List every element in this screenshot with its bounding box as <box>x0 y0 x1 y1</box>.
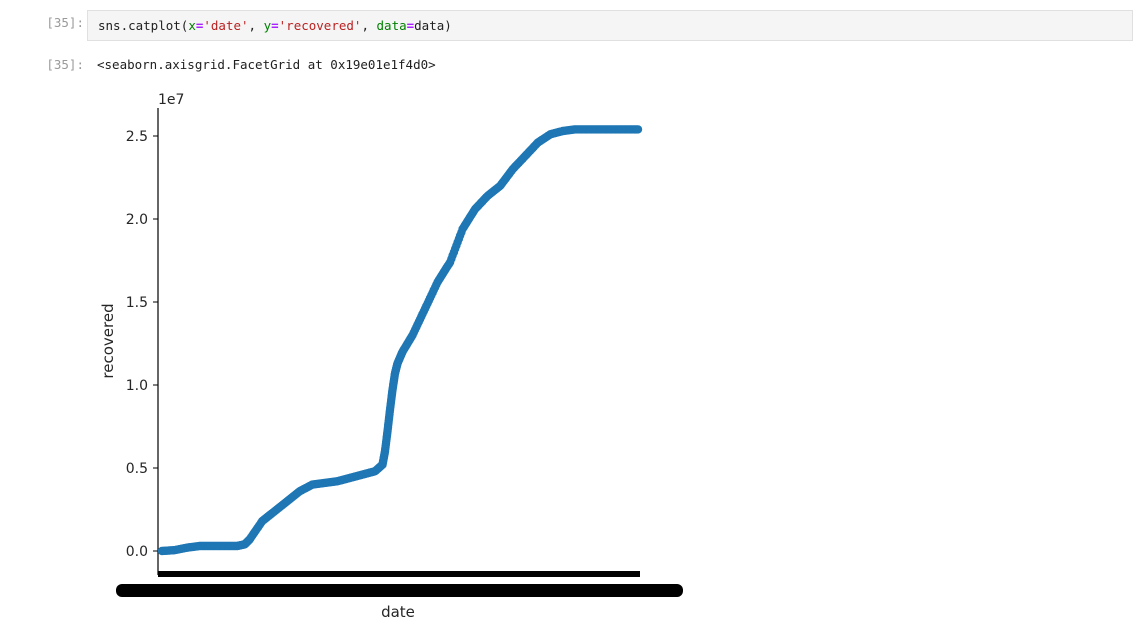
code-call: sns.catplot( <box>98 18 189 33</box>
data-point <box>633 125 643 134</box>
code-equals-2: = <box>271 18 279 33</box>
x-axis-label: date <box>381 603 415 621</box>
code-equals-1: = <box>195 18 204 33</box>
code-y-value: 'recovered' <box>278 18 362 33</box>
code-data-value: data <box>414 18 445 33</box>
y-tick-label: 1.5 <box>126 295 148 311</box>
code-separator-2: , <box>361 18 377 33</box>
code-close-paren: ) <box>444 18 452 33</box>
x-axis-ticks-band <box>158 571 640 577</box>
y-tick-label: 0.5 <box>126 461 148 477</box>
y-offset-label: 1e7 <box>158 92 184 108</box>
y-tick-label: 1.0 <box>126 378 148 394</box>
y-tick-label: 0.0 <box>126 544 148 560</box>
y-axis-label: recovered <box>99 303 117 378</box>
code-y-keyword: y <box>263 18 272 33</box>
code-x-keyword: x <box>188 18 196 33</box>
output-prompt: [35]: <box>46 57 84 72</box>
x-tick-labels-overlap <box>116 584 683 597</box>
y-axis: 0.0 0.5 1.0 1.5 2.0 2.5 <box>126 108 159 575</box>
input-prompt: [35]: <box>46 15 84 30</box>
code-separator-1: , <box>248 18 264 33</box>
y-tick-label: 2.0 <box>126 212 148 228</box>
code-cell-input[interactable]: sns.catplot(x='date', y='recovered', dat… <box>87 10 1133 41</box>
code-data-keyword: data <box>376 18 407 33</box>
code-x-value: 'date' <box>203 18 249 33</box>
output-repr-text: <seaborn.axisgrid.FacetGrid at 0x19e01e1… <box>97 57 436 72</box>
x-axis <box>116 571 683 597</box>
code-equals-3: = <box>406 18 415 33</box>
y-tick-label: 2.5 <box>126 129 148 145</box>
data-series <box>157 125 643 556</box>
